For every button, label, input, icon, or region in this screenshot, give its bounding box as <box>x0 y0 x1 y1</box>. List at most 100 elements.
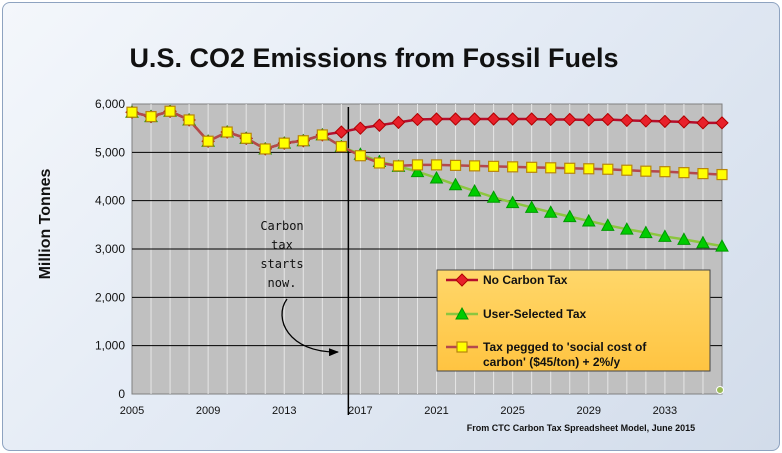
data-point-triangle <box>410 164 425 178</box>
data-point-diamond <box>620 113 634 128</box>
data-point-triangle <box>581 213 596 227</box>
data-point-square <box>335 140 347 153</box>
annotation-line-3: starts <box>260 257 303 271</box>
data-point-diamond <box>467 112 482 126</box>
data-point-triangle <box>505 195 520 209</box>
data-point-diamond <box>391 115 406 130</box>
data-point-square <box>354 150 366 162</box>
y-tick-label: 1,000 <box>95 339 125 353</box>
legend-label-no-tax: No Carbon Tax <box>483 273 568 287</box>
annotation-arrow <box>281 298 339 357</box>
data-point-triangle <box>562 209 577 223</box>
data-point-triangle <box>600 218 615 231</box>
data-point-square <box>411 159 424 171</box>
legend-label-pegged-tax: Tax pegged to 'social cost of carbon' ($… <box>483 340 650 369</box>
data-point-triangle <box>467 183 482 197</box>
data-point-diamond <box>677 115 691 129</box>
data-point-diamond <box>486 112 501 126</box>
data-point-square <box>564 162 576 174</box>
x-tick-label: 2033 <box>653 405 677 417</box>
data-point-triangle <box>677 232 691 245</box>
legend-label-pegged-line-2: carbon' ($45/ton) + 2%/y <box>483 355 621 369</box>
data-point-triangle <box>486 190 501 203</box>
data-point-square <box>716 168 728 181</box>
y-tick-label: 4,000 <box>95 194 125 208</box>
data-point-square <box>621 164 633 176</box>
y-tick-label: 3,000 <box>95 242 125 256</box>
data-point-diamond <box>455 273 469 287</box>
annotation-line-4: now. <box>268 276 297 290</box>
data-point-diamond <box>505 112 520 126</box>
data-point-square <box>678 167 690 179</box>
data-point-diamond <box>544 112 558 127</box>
data-point-square <box>659 166 671 178</box>
data-point-triangle <box>455 306 469 320</box>
x-tick-label: 2029 <box>577 405 601 417</box>
data-point-square <box>316 129 328 141</box>
data-point-square <box>602 163 614 175</box>
data-point-square <box>297 135 309 147</box>
annotation-line-1: Carbon <box>260 219 303 233</box>
data-point-square <box>164 105 176 117</box>
data-point-square <box>468 160 481 172</box>
x-tick-label: 2013 <box>272 405 296 417</box>
data-point-square <box>145 110 157 123</box>
data-point-square <box>640 165 652 177</box>
data-point-square <box>430 159 443 171</box>
data-point-triangle <box>619 222 634 235</box>
y-tick-label: 2,000 <box>95 290 125 304</box>
data-point-square <box>526 161 538 173</box>
data-point-triangle <box>429 170 444 184</box>
data-point-diamond <box>563 112 577 127</box>
corner-dot <box>716 386 724 394</box>
horizontal-gridlines <box>132 151 722 347</box>
x-tick-label: 2025 <box>500 405 524 417</box>
data-point-square <box>221 126 233 138</box>
data-point-triangle <box>524 200 539 213</box>
data-point-diamond <box>524 112 539 126</box>
y-tick-label: 5,000 <box>95 145 125 159</box>
annotation-line-2: tax <box>271 238 293 252</box>
data-point-diamond <box>639 114 653 128</box>
data-point-square <box>373 157 386 169</box>
data-point-square <box>697 168 709 180</box>
data-point-triangle <box>658 229 672 242</box>
data-point-triangle <box>543 205 558 218</box>
data-point-square <box>583 163 595 175</box>
legend-box <box>436 269 711 372</box>
chart-svg: U.S. CO2 Emissions from Fossil Fuels Mil… <box>37 43 729 433</box>
data-point-square <box>488 160 500 172</box>
data-point-triangle <box>715 239 729 252</box>
data-point-square <box>507 161 519 173</box>
data-point-diamond <box>429 112 444 126</box>
annotation: Carbon tax starts now. <box>260 219 339 357</box>
x-tick-label: 2017 <box>348 405 372 417</box>
source-note: From CTC Carbon Tax Spreadsheet Model, J… <box>467 423 695 433</box>
data-point-square <box>456 341 468 353</box>
data-point-diamond <box>353 121 368 135</box>
data-point-square <box>259 143 271 155</box>
series-group <box>125 104 729 394</box>
data-point-square <box>183 114 195 126</box>
data-point-square <box>392 160 405 172</box>
y-axis-label: Million Tonnes <box>37 169 54 280</box>
data-point-diamond <box>372 118 387 132</box>
legend-label-pegged-line-1: Tax pegged to 'social cost of <box>483 340 647 354</box>
data-point-square <box>449 159 462 171</box>
data-point-triangle <box>696 235 710 249</box>
legend-label-user-tax: User-Selected Tax <box>483 307 586 321</box>
x-axis-ticks: 2005 2009 2013 2017 2021 2025 2029 2033 <box>120 405 677 417</box>
x-tick-label: 2005 <box>120 405 144 417</box>
legend: No Carbon Tax User-Selected Tax Tax pegg… <box>436 269 711 372</box>
y-tick-label: 0 <box>118 387 125 401</box>
data-point-triangle <box>448 177 463 191</box>
x-tick-label: 2009 <box>196 405 220 417</box>
data-point-diamond <box>658 114 672 129</box>
data-point-diamond <box>715 116 729 130</box>
data-point-diamond <box>696 116 710 130</box>
y-tick-label: 6,000 <box>95 97 125 111</box>
data-point-diamond <box>448 112 463 126</box>
data-point-square <box>126 106 138 118</box>
chart-title: U.S. CO2 Emissions from Fossil Fuels <box>129 43 618 73</box>
